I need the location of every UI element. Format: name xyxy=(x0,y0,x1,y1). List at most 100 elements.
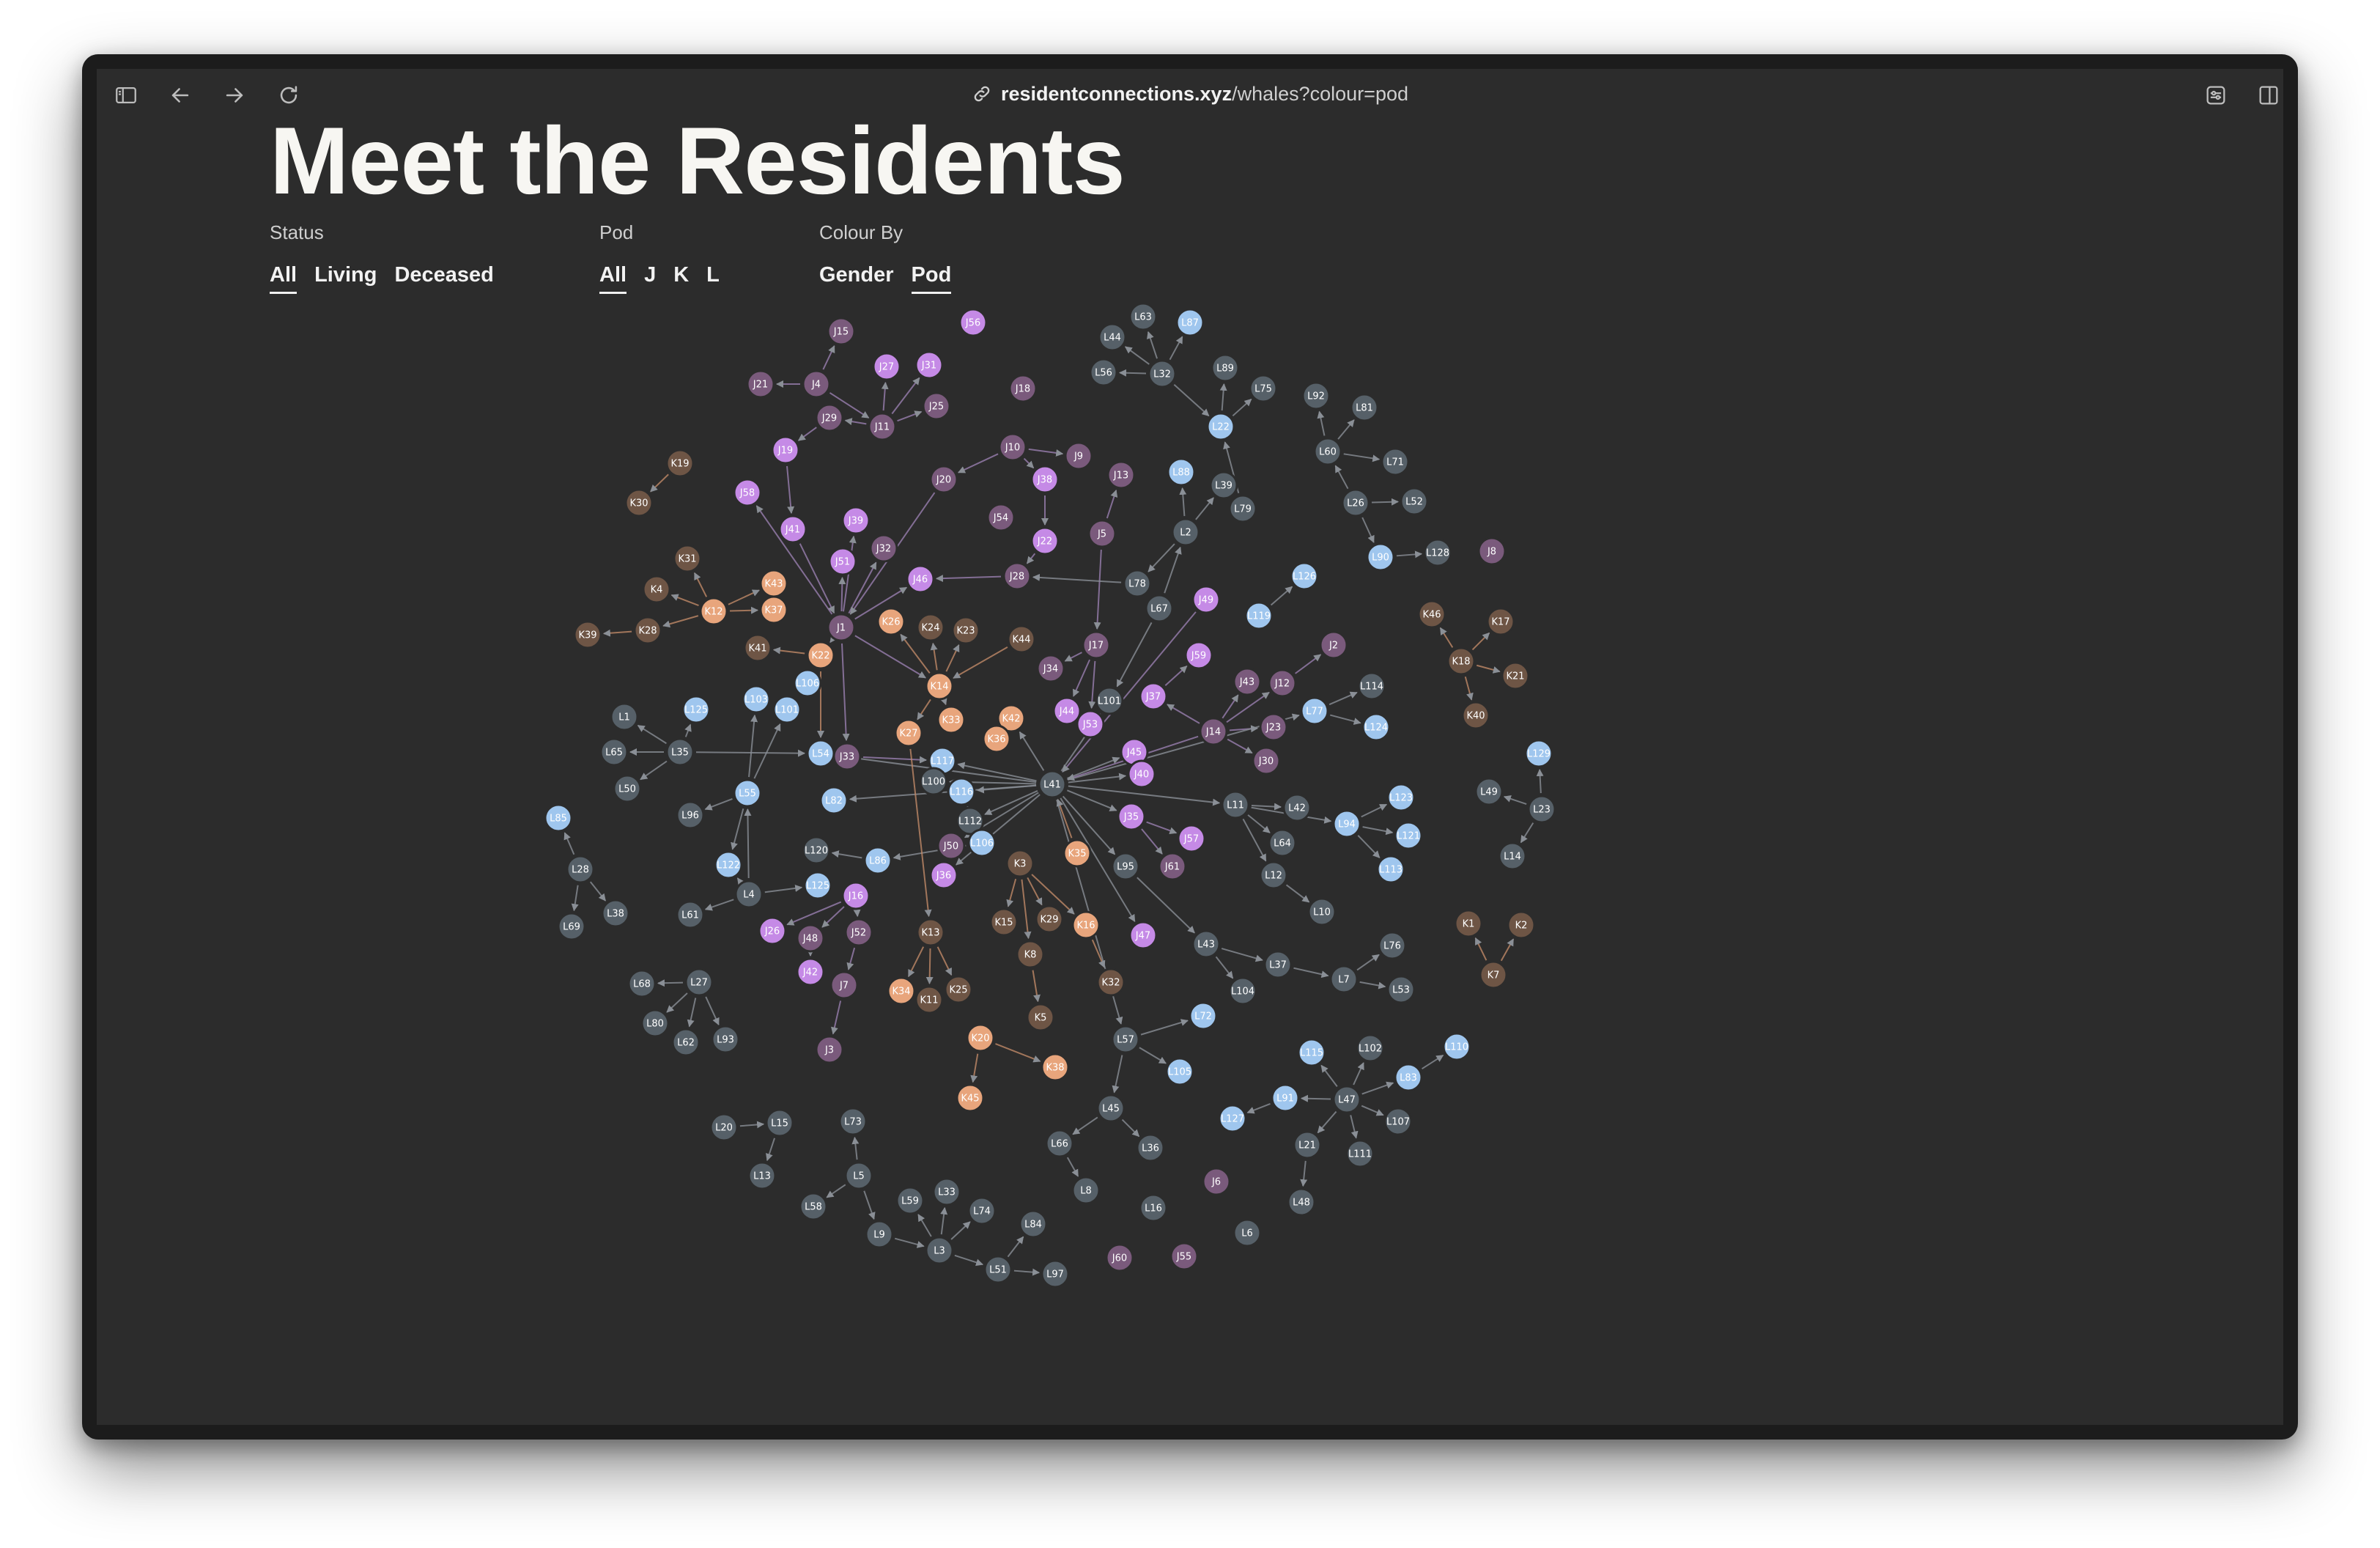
whale-node-circle[interactable] xyxy=(1052,696,1082,726)
whale-node-circle[interactable] xyxy=(1259,860,1288,890)
whale-node-circle[interactable] xyxy=(966,1023,995,1053)
whale-node-l49[interactable]: L49 xyxy=(1474,777,1504,806)
whale-node-l39[interactable]: L39 xyxy=(1209,471,1238,500)
whale-node-k30[interactable]: K30 xyxy=(624,488,654,517)
whale-node-j40[interactable]: J40 xyxy=(1127,759,1156,789)
whale-node-circle[interactable] xyxy=(1019,1209,1048,1239)
whale-node-circle[interactable] xyxy=(936,831,966,860)
whale-node-circle[interactable] xyxy=(947,777,976,806)
whale-node-j33[interactable]: J33 xyxy=(832,742,862,771)
whale-node-l21[interactable]: L21 xyxy=(1293,1130,1322,1160)
whale-node-circle[interactable] xyxy=(982,724,1011,753)
whale-node-circle[interactable] xyxy=(1139,1193,1168,1223)
whale-node-k15[interactable]: K15 xyxy=(989,907,1019,937)
whale-node-circle[interactable] xyxy=(1035,904,1064,934)
whale-node-circle[interactable] xyxy=(806,739,835,768)
whale-node-circle[interactable] xyxy=(967,828,997,858)
whale-node-circle[interactable] xyxy=(1341,488,1370,517)
whale-node-circle[interactable] xyxy=(922,391,951,421)
whale-node-l90[interactable]: L90 xyxy=(1366,542,1395,572)
whale-node-circle[interactable] xyxy=(796,924,825,953)
whale-node-circle[interactable] xyxy=(613,774,642,803)
whale-node-circle[interactable] xyxy=(983,1255,1013,1284)
whale-node-circle[interactable] xyxy=(1301,381,1331,410)
split-view-icon[interactable] xyxy=(2254,81,2283,110)
whale-node-circle[interactable] xyxy=(1228,976,1257,1006)
whale-node-circle[interactable] xyxy=(665,737,695,767)
whale-node-j21[interactable]: J21 xyxy=(746,369,775,399)
whale-node-circle[interactable] xyxy=(1041,1053,1070,1082)
whale-node-l41[interactable]: L41 xyxy=(1038,770,1067,799)
whale-node-circle[interactable] xyxy=(1089,358,1118,387)
whale-node-j55[interactable]: J55 xyxy=(1169,1242,1199,1271)
whale-node-circle[interactable] xyxy=(1062,838,1092,868)
pod-option-l[interactable]: L xyxy=(706,263,720,287)
whale-node-circle[interactable] xyxy=(624,488,654,517)
whale-node-j23[interactable]: J23 xyxy=(1259,712,1288,742)
whale-node-circle[interactable] xyxy=(1282,793,1312,822)
whale-node-circle[interactable] xyxy=(1036,654,1065,683)
whale-node-circle[interactable] xyxy=(711,1025,740,1054)
whale-node-circle[interactable] xyxy=(827,317,856,346)
whale-node-circle[interactable] xyxy=(1400,487,1429,516)
whale-node-circle[interactable] xyxy=(1127,759,1156,789)
whale-node-circle[interactable] xyxy=(989,907,1019,937)
whale-node-circle[interactable] xyxy=(1038,770,1067,799)
whale-node-circle[interactable] xyxy=(1211,353,1240,383)
whale-node-circle[interactable] xyxy=(1287,1187,1316,1217)
whale-node-j43[interactable]: J43 xyxy=(1232,667,1262,696)
whale-node-l97[interactable]: L97 xyxy=(1041,1259,1070,1289)
whale-node-l57[interactable]: L57 xyxy=(1111,1025,1140,1054)
whale-node-l89[interactable]: L89 xyxy=(1211,353,1240,383)
whale-node-l85[interactable]: L85 xyxy=(544,803,573,833)
whale-node-l33[interactable]: L33 xyxy=(932,1177,961,1206)
whale-node-circle[interactable] xyxy=(734,880,764,909)
whale-node-k27[interactable]: K27 xyxy=(894,718,923,748)
whale-node-circle[interactable] xyxy=(627,969,657,998)
whale-node-k12[interactable]: K12 xyxy=(699,597,728,626)
whale-node-j39[interactable]: J39 xyxy=(841,506,871,535)
whale-node-l75[interactable]: L75 xyxy=(1249,374,1278,403)
whale-node-circle[interactable] xyxy=(601,899,630,928)
whale-node-circle[interactable] xyxy=(1189,1001,1218,1031)
whale-node-circle[interactable] xyxy=(1507,910,1536,940)
whale-node-j10[interactable]: J10 xyxy=(998,432,1027,462)
whale-node-l8[interactable]: L8 xyxy=(1071,1176,1101,1205)
pod-option-k[interactable]: K xyxy=(673,263,690,287)
whale-node-j32[interactable]: J32 xyxy=(869,534,898,563)
sidebar-icon[interactable] xyxy=(111,81,141,110)
whale-node-k21[interactable]: K21 xyxy=(1501,661,1530,690)
whale-node-circle[interactable] xyxy=(793,668,822,698)
whale-node-l35[interactable]: L35 xyxy=(665,737,695,767)
whale-node-l1[interactable]: L1 xyxy=(610,702,639,731)
whale-node-circle[interactable] xyxy=(573,620,602,649)
whale-node-l56[interactable]: L56 xyxy=(1089,358,1118,387)
whale-node-l59[interactable]: L59 xyxy=(895,1186,925,1215)
whale-node-circle[interactable] xyxy=(1307,897,1337,926)
whale-node-l84[interactable]: L84 xyxy=(1019,1209,1048,1239)
whale-node-k7[interactable]: K7 xyxy=(1479,960,1508,989)
address-bar[interactable]: residentconnections.xyz/whales?colour=po… xyxy=(97,69,2283,119)
whale-node-l44[interactable]: L44 xyxy=(1098,322,1127,352)
whale-node-l120[interactable]: L120 xyxy=(802,836,831,865)
whale-node-l88[interactable]: L88 xyxy=(1167,457,1196,487)
whale-node-circle[interactable] xyxy=(771,435,800,465)
whale-node-k13[interactable]: K13 xyxy=(916,918,945,947)
whale-node-k40[interactable]: K40 xyxy=(1461,701,1490,730)
whale-node-circle[interactable] xyxy=(1461,701,1490,730)
whale-node-k42[interactable]: K42 xyxy=(997,704,1026,733)
whale-node-l61[interactable]: L61 xyxy=(676,900,705,929)
whale-node-l71[interactable]: L71 xyxy=(1381,447,1410,476)
whale-node-l62[interactable]: L62 xyxy=(671,1028,701,1057)
whale-node-k24[interactable]: K24 xyxy=(916,613,945,642)
whale-node-circle[interactable] xyxy=(1446,646,1476,676)
whale-node-j26[interactable]: J26 xyxy=(758,916,787,946)
whale-node-l45[interactable]: L45 xyxy=(1096,1094,1126,1123)
whale-node-circle[interactable] xyxy=(1498,841,1527,871)
whale-node-k39[interactable]: K39 xyxy=(573,620,602,649)
whale-node-l10[interactable]: L10 xyxy=(1307,897,1337,926)
whale-node-circle[interactable] xyxy=(932,1177,961,1206)
whale-node-l128[interactable]: L128 xyxy=(1423,538,1452,567)
whale-node-l14[interactable]: L14 xyxy=(1498,841,1527,871)
whale-node-j8[interactable]: J8 xyxy=(1477,537,1507,566)
